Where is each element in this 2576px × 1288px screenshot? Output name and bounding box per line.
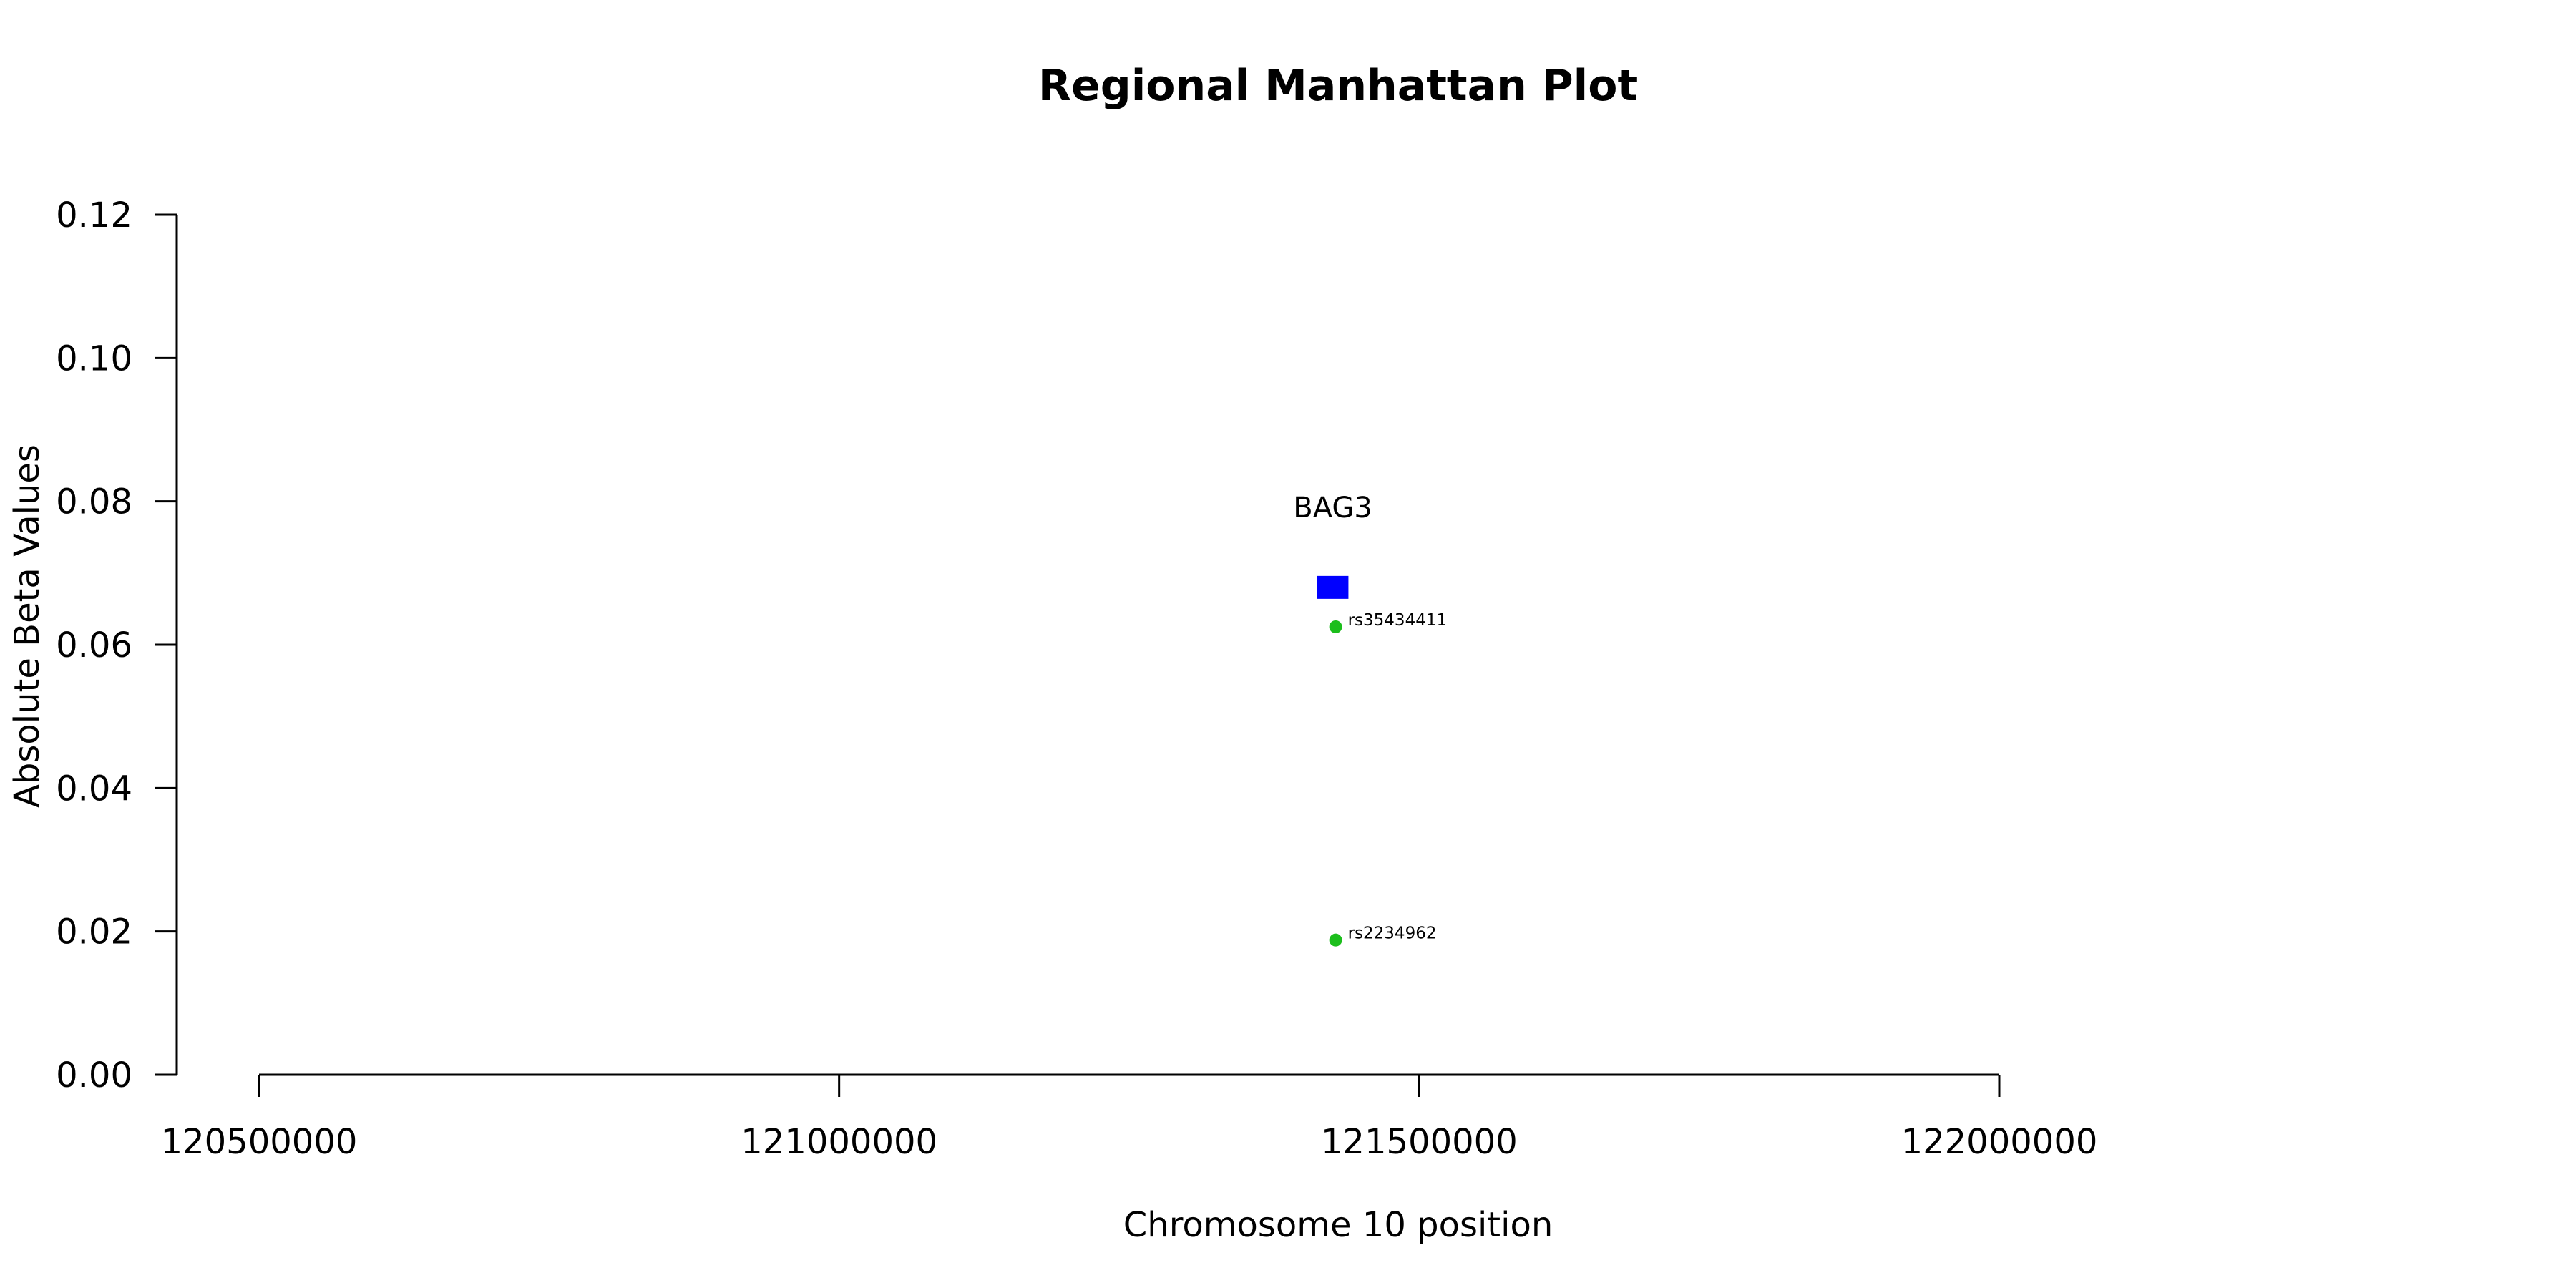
y-tick-label: 0.04	[56, 769, 132, 809]
y-tick-label: 0.06	[56, 625, 132, 665]
x-tick-label: 121500000	[1321, 1122, 1518, 1162]
y-axis-label: Absolute Beta Values	[7, 444, 47, 808]
x-tick-label: 120500000	[161, 1122, 358, 1162]
y-tick-label: 0.10	[56, 338, 132, 379]
y-tick-label: 0.02	[56, 912, 132, 952]
snp-point	[1329, 620, 1342, 633]
x-tick-label: 122000000	[1901, 1122, 2098, 1162]
y-axis-ticks: 0.00 0.02 0.04 0.06 0.08 0.10 0.12	[56, 195, 177, 1096]
x-tick-label: 121000000	[741, 1122, 937, 1162]
gene-label: BAG3	[1293, 492, 1372, 525]
snp-points: rs35434411 rs2234962	[1329, 611, 1448, 947]
y-tick-label: 0.08	[56, 482, 132, 522]
gene-bar	[1317, 575, 1349, 599]
x-axis-ticks: 120500000 121000000 121500000 122000000	[161, 1075, 2098, 1162]
snp-label: rs2234962	[1348, 924, 1437, 943]
snp-label: rs35434411	[1348, 611, 1448, 630]
gene-track: BAG3	[1293, 492, 1372, 599]
y-tick-label: 0.12	[56, 195, 132, 235]
chart-title: Regional Manhattan Plot	[1038, 61, 1638, 111]
y-tick-label: 0.00	[56, 1055, 132, 1096]
snp-point	[1329, 933, 1342, 947]
x-axis-label: Chromosome 10 position	[1123, 1205, 1553, 1245]
